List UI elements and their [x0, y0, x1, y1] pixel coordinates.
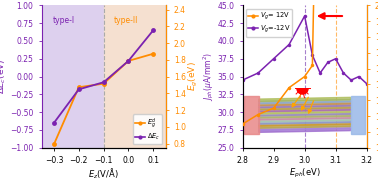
Y-axis label: $J_{ph}$($\mu$A/mm$^2$): $J_{ph}$($\mu$A/mm$^2$): [201, 52, 216, 101]
Bar: [42, 5, 104, 148]
Y-axis label: $E_g$(eV): $E_g$(eV): [187, 62, 200, 91]
Bar: [104, 5, 166, 148]
Text: type-II: type-II: [113, 16, 138, 25]
Legend: $V_g$= 12V, $V_g$=-12V: $V_g$= 12V, $V_g$=-12V: [246, 9, 293, 37]
X-axis label: $E_z$(V/Å): $E_z$(V/Å): [88, 166, 119, 178]
Text: type-I: type-I: [53, 16, 75, 25]
Legend: $E^d_g$, $\Delta E_c$: $E^d_g$, $\Delta E_c$: [133, 114, 162, 144]
Y-axis label: $\Delta E_c$(eV): $\Delta E_c$(eV): [0, 59, 8, 94]
X-axis label: $E_{ph}$(eV): $E_{ph}$(eV): [289, 166, 321, 178]
